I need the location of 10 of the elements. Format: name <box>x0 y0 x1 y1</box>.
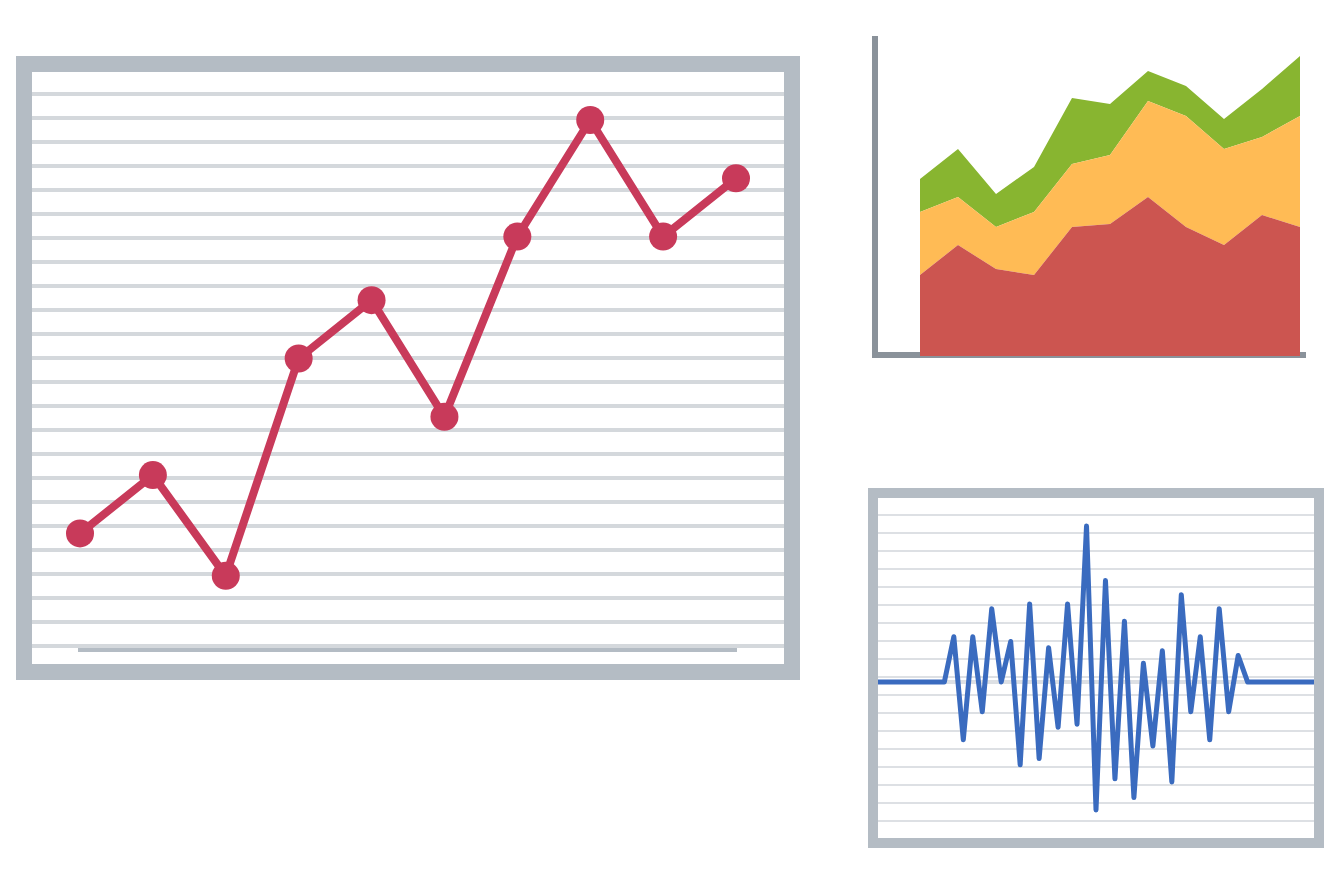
point <box>576 106 605 134</box>
point <box>138 461 167 490</box>
point <box>211 561 240 590</box>
point <box>66 519 94 548</box>
point <box>722 164 750 193</box>
point <box>430 402 459 431</box>
point <box>503 222 532 251</box>
point <box>649 222 678 251</box>
point <box>284 344 313 373</box>
point <box>357 286 386 315</box>
